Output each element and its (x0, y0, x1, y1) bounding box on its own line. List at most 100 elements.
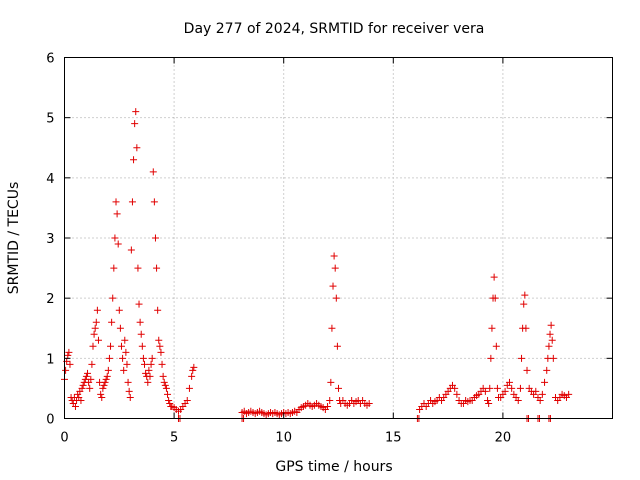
data-point (125, 387, 133, 395)
data-point (138, 342, 146, 350)
axis-ticks: 0 1 2 3 4 5 6 0 5 10 15 20 (46, 52, 613, 446)
data-point (110, 264, 118, 272)
data-point (126, 393, 134, 401)
data-point (335, 384, 342, 392)
data-point (493, 384, 501, 392)
data-point (326, 396, 334, 404)
y-tick-label: 6 (46, 52, 54, 67)
data-point (451, 384, 459, 392)
data-point (521, 291, 529, 299)
data-point (113, 210, 121, 218)
data-point (117, 342, 125, 350)
data-point (79, 381, 87, 389)
data-point (123, 360, 131, 368)
y-tick-label: 3 (46, 232, 54, 247)
data-point (538, 390, 546, 398)
data-point (365, 399, 373, 407)
data-point (127, 246, 135, 254)
data-point (516, 384, 524, 392)
data-point (101, 378, 109, 386)
data-points (61, 108, 573, 422)
data-point (108, 318, 116, 326)
data-point (536, 396, 544, 404)
x-tick-label: 0 (60, 431, 68, 446)
data-point (103, 372, 111, 380)
data-point (71, 402, 79, 410)
data-point (142, 369, 150, 377)
data-point (99, 384, 107, 392)
data-point (485, 399, 493, 407)
data-point (64, 351, 72, 359)
data-point (87, 375, 95, 383)
data-point (532, 387, 540, 395)
data-point (481, 387, 489, 395)
data-point (484, 396, 492, 404)
data-point (116, 324, 124, 332)
data-point (139, 354, 147, 362)
data-point (488, 324, 496, 332)
data-point (105, 354, 113, 362)
data-point (543, 366, 551, 374)
data-point (115, 306, 123, 314)
data-point (486, 384, 494, 392)
y-tick-label: 0 (46, 413, 54, 428)
data-point (491, 294, 499, 302)
data-point (155, 336, 163, 344)
data-point (150, 198, 158, 206)
data-point (77, 396, 85, 404)
data-point (135, 300, 143, 308)
y-tick-label: 1 (46, 352, 54, 367)
data-point (62, 366, 70, 374)
y-tick-label: 4 (46, 172, 54, 187)
data-point (541, 378, 549, 386)
data-point (133, 144, 141, 152)
data-point (487, 354, 495, 362)
data-point (160, 378, 168, 386)
data-point (128, 198, 136, 206)
data-point (329, 282, 337, 290)
data-point (132, 108, 140, 116)
data-point (505, 378, 513, 386)
data-point (520, 300, 528, 308)
data-point (84, 369, 92, 377)
data-point (153, 264, 161, 272)
data-point (545, 342, 553, 350)
data-point (147, 360, 155, 368)
data-point (324, 402, 332, 410)
data-point (492, 342, 500, 350)
x-tick-label: 20 (495, 431, 512, 446)
data-point (134, 264, 142, 272)
data-point (547, 321, 555, 329)
data-point (523, 366, 531, 374)
data-point (453, 390, 461, 398)
data-point (136, 318, 144, 326)
data-point (78, 384, 86, 392)
data-point (189, 366, 197, 374)
data-point (130, 156, 138, 164)
data-point (94, 336, 102, 344)
data-point (156, 342, 164, 350)
data-point (327, 378, 335, 386)
data-point (97, 390, 105, 398)
data-point (188, 372, 196, 380)
data-point (109, 294, 117, 302)
data-point (98, 393, 106, 401)
data-point (157, 348, 165, 356)
data-point (328, 324, 336, 332)
data-point (119, 354, 127, 362)
data-point (148, 354, 156, 362)
chart-title: Day 277 of 2024, SRMTID for receiver ver… (184, 21, 485, 37)
data-point (131, 120, 139, 128)
data-point (565, 390, 573, 398)
data-point (102, 375, 110, 383)
data-point (100, 381, 108, 389)
y-axis-label: SRMTID / TECUs (6, 182, 22, 295)
data-point (501, 387, 509, 395)
y-tick-label: 2 (46, 292, 54, 307)
data-point (165, 396, 173, 404)
data-point (91, 324, 99, 332)
data-point (122, 348, 130, 356)
data-point (89, 342, 97, 350)
data-point (522, 324, 530, 332)
